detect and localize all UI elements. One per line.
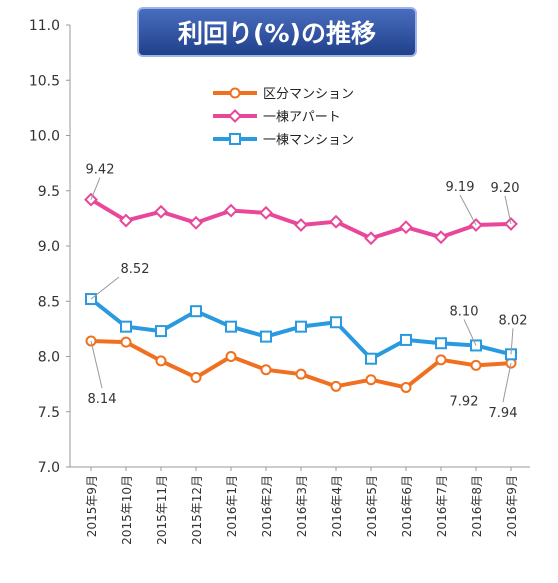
data-point [400, 381, 412, 393]
data-point [190, 371, 202, 383]
data-point [470, 359, 482, 371]
data-point [154, 204, 168, 219]
data-point [228, 109, 242, 123]
data-label: 9.20 [491, 181, 520, 196]
x-tick-label: 2016年7月 [435, 475, 449, 537]
data-point [330, 316, 342, 329]
data-point [224, 203, 238, 218]
data-point [225, 351, 237, 362]
data-point [400, 333, 412, 346]
legend-label: 一棟アパート [263, 110, 341, 125]
data-label: 7.94 [489, 406, 518, 421]
data-label: 7.92 [450, 394, 479, 409]
title-background [137, 7, 417, 57]
data-point [435, 354, 447, 366]
label-leader-line [459, 194, 477, 226]
legend-item: 一棟アパート [213, 109, 341, 125]
y-tick-label: 7.0 [38, 460, 60, 476]
data-label: 8.14 [88, 392, 117, 407]
x-tick-label: 2016年1月 [225, 475, 239, 537]
x-tick-label: 2016年5月 [365, 475, 379, 537]
x-tick-label: 2016年6月 [400, 475, 414, 537]
data-point [434, 230, 448, 245]
data-point [295, 320, 307, 333]
label-leader-line [502, 363, 512, 403]
series [84, 192, 518, 393]
legend-item: 区分マンション [213, 87, 354, 102]
y-tick-label: 9.0 [38, 239, 60, 255]
data-label: 8.10 [450, 304, 479, 319]
label-leader-line [90, 340, 103, 389]
y-tick-labels: 7.0 7.5 8.0 8.5 9.0 9.5 10.0 10.5 11.0 [29, 18, 70, 476]
x-tick-label: 2015年10月 [120, 475, 134, 545]
data-point [365, 352, 377, 365]
x-tick-label: 2016年9月 [505, 475, 519, 537]
label-leader-line [510, 328, 514, 355]
y-tick-label: 11.0 [29, 18, 60, 34]
chart-title-banner: 利回り(%)の推移 [137, 7, 417, 57]
data-point [229, 133, 241, 145]
y-tick-label: 10.5 [29, 73, 60, 89]
data-point [364, 231, 378, 246]
data-point [294, 218, 308, 232]
data-point [189, 215, 203, 230]
data-point [155, 325, 167, 338]
y-tick-label: 10.0 [29, 129, 60, 145]
data-label: 9.19 [446, 180, 475, 195]
data-label: 9.42 [86, 163, 115, 178]
data-point [120, 320, 132, 333]
data-point [365, 374, 377, 386]
data-point [229, 87, 241, 99]
chart-title: 利回り(%)の推移 [178, 19, 376, 48]
y-tick-label: 8.0 [38, 350, 60, 366]
series-group [84, 192, 518, 246]
y-tick-label: 9.5 [38, 184, 60, 200]
y-tick-label: 7.5 [38, 405, 60, 421]
x-tick-label: 2015年11月 [155, 475, 169, 545]
legend-label: 一棟マンション [263, 133, 354, 148]
x-tick-labels: 2015年9月 2015年10月 2015年11月 2015年12月 2016年1月 20… [85, 467, 519, 545]
x-tick-label: 2016年8月 [470, 475, 484, 537]
data-point [155, 355, 167, 367]
x-tick-label: 2015年12月 [190, 475, 204, 545]
data-point [435, 337, 447, 350]
x-tick-label: 2016年4月 [330, 475, 344, 537]
legend-label: 区分マンション [263, 87, 354, 102]
x-tick-label: 2016年3月 [295, 475, 309, 537]
label-leader-line [504, 195, 512, 225]
data-point [120, 336, 132, 348]
data-point [259, 205, 273, 220]
data-point [260, 364, 272, 376]
axes: 7.07.58.08.59.09.510.010.511.0 2015年9月 20… [29, 18, 530, 545]
data-point [295, 368, 307, 380]
series-line [90, 339, 512, 390]
data-point [329, 214, 343, 229]
data-point [330, 380, 342, 392]
x-tick-label: 2016年2月 [260, 475, 274, 537]
legend-item: 一棟マンション [213, 133, 354, 148]
label-leader-line [90, 177, 101, 200]
y-tick-label: 8.5 [38, 294, 60, 310]
data-labels: 9.42 8.52 8.14 9.19 9.20 8.10 8.02 7.92 7.94 [86, 163, 528, 422]
data-point [225, 320, 237, 333]
data-point [119, 213, 133, 228]
data-label: 8.02 [499, 313, 528, 328]
label-leader-line [90, 276, 120, 300]
x-tick-label: 2015年9月 [85, 475, 99, 537]
data-point [260, 330, 272, 343]
data-point [190, 305, 202, 318]
label-leader-line [463, 319, 477, 346]
data-point [399, 220, 413, 235]
data-label: 8.52 [121, 262, 150, 277]
